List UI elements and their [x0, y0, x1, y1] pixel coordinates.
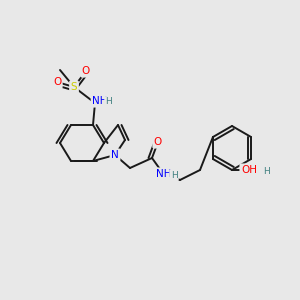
Text: O: O [53, 77, 61, 87]
Text: O: O [82, 66, 90, 76]
Text: H: H [171, 170, 177, 179]
Text: H: H [263, 167, 270, 176]
Text: NH: NH [92, 96, 108, 106]
Text: N: N [111, 150, 119, 160]
Text: OH: OH [241, 165, 257, 175]
Text: O: O [154, 137, 162, 147]
Text: S: S [71, 82, 77, 92]
Text: NH: NH [156, 169, 172, 179]
Text: H: H [106, 98, 112, 106]
